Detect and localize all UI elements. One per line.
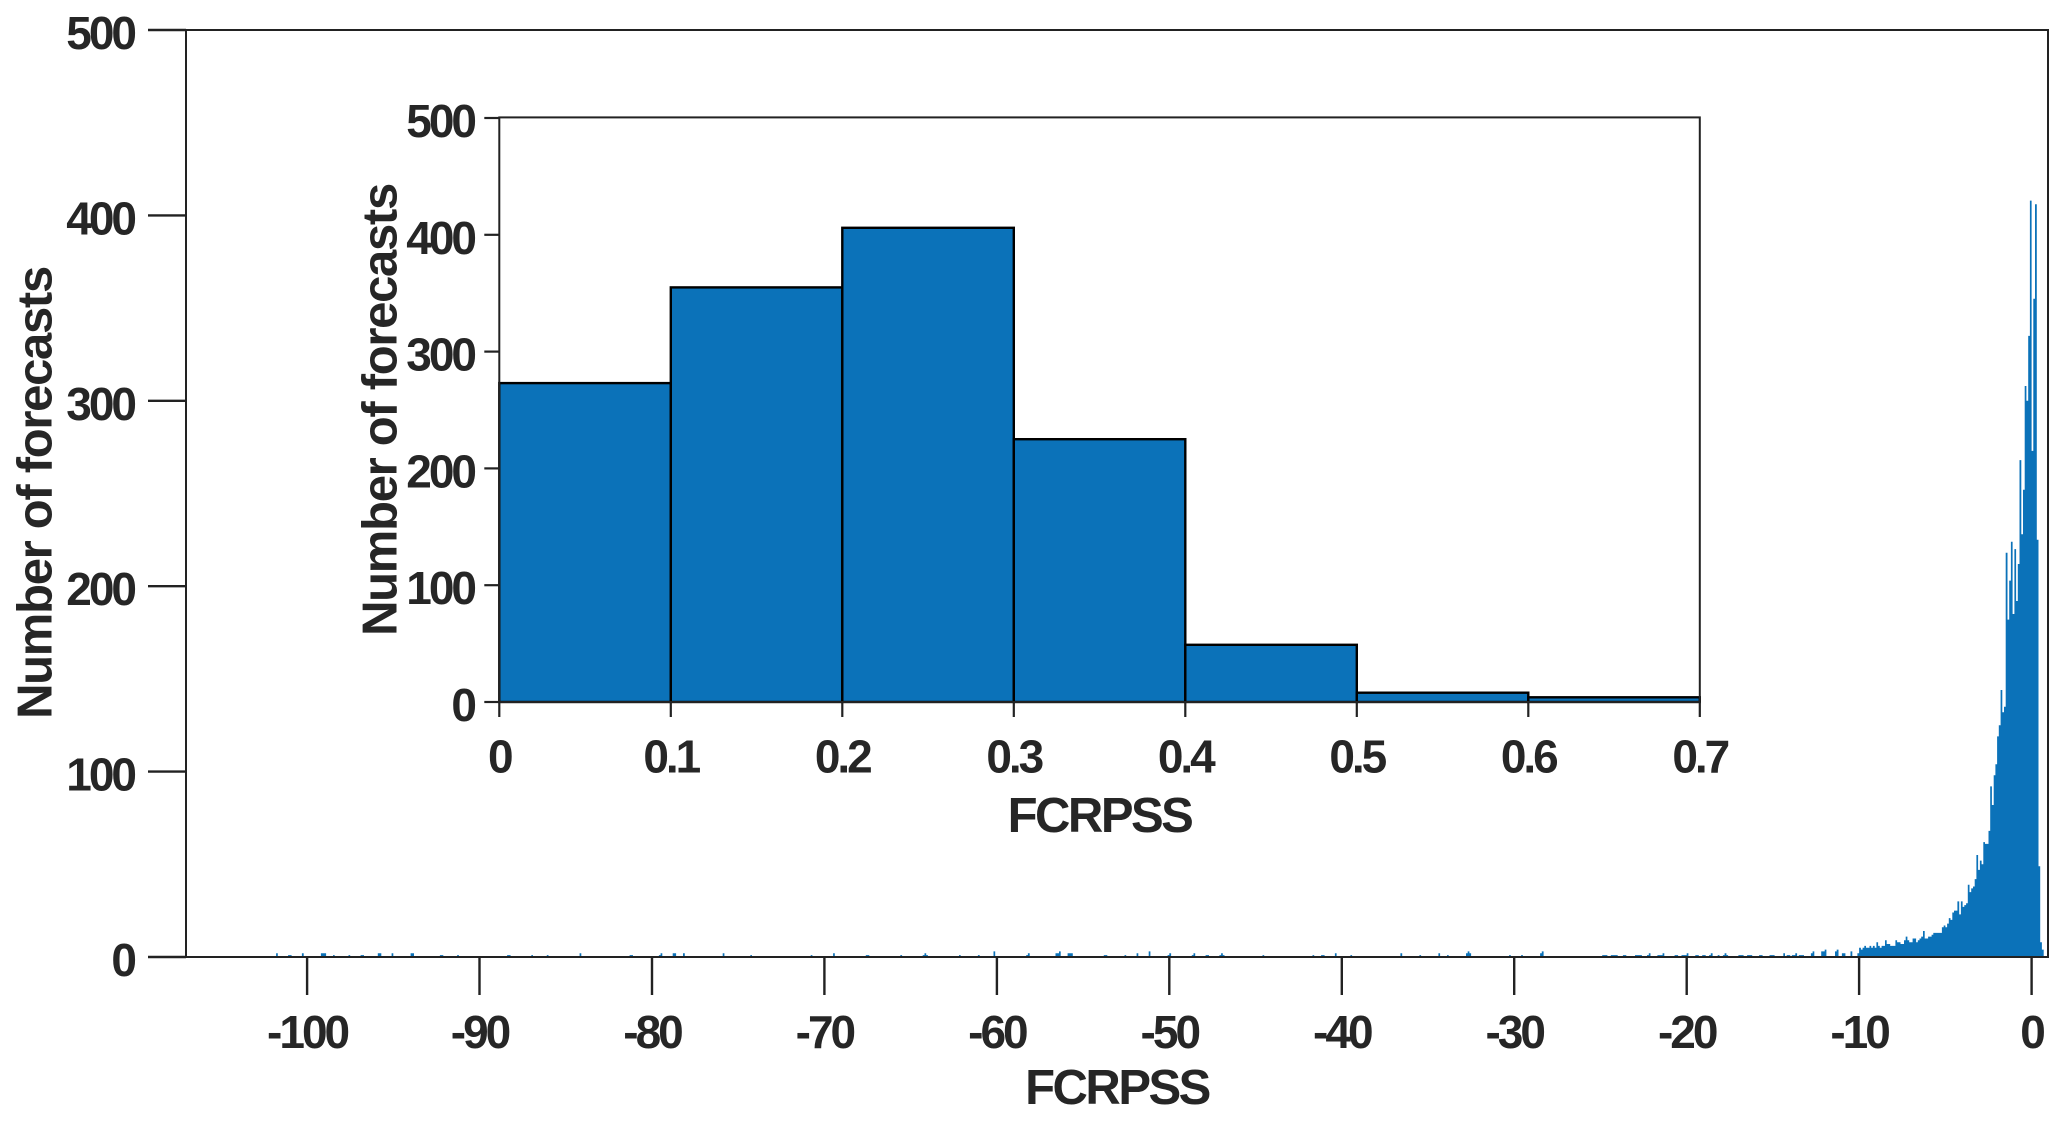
- svg-text:-40: -40: [1313, 1006, 1372, 1058]
- svg-text:0: 0: [488, 731, 512, 783]
- svg-text:0.1: 0.1: [643, 731, 700, 783]
- svg-text:0: 0: [111, 934, 135, 986]
- svg-text:300: 300: [406, 329, 475, 381]
- svg-text:-70: -70: [796, 1006, 855, 1058]
- svg-text:0.5: 0.5: [1329, 731, 1386, 783]
- svg-text:300: 300: [66, 378, 135, 430]
- svg-text:0.6: 0.6: [1501, 731, 1557, 783]
- svg-text:500: 500: [406, 95, 475, 147]
- svg-text:100: 100: [406, 562, 475, 614]
- svg-text:0.7: 0.7: [1672, 731, 1728, 783]
- svg-text:0.4: 0.4: [1158, 731, 1216, 783]
- svg-text:200: 200: [406, 445, 475, 497]
- svg-text:200: 200: [66, 563, 135, 615]
- svg-text:-20: -20: [1658, 1006, 1717, 1058]
- svg-text:Number of forecasts: Number of forecasts: [9, 267, 63, 719]
- svg-text:-30: -30: [1485, 1006, 1544, 1058]
- svg-text:0: 0: [451, 679, 475, 731]
- svg-text:FCRPSS: FCRPSS: [1008, 789, 1193, 843]
- svg-text:400: 400: [406, 212, 475, 264]
- svg-text:-60: -60: [968, 1006, 1027, 1058]
- svg-text:-10: -10: [1830, 1006, 1889, 1058]
- svg-text:-50: -50: [1141, 1006, 1200, 1058]
- svg-text:0: 0: [2020, 1006, 2044, 1058]
- svg-text:500: 500: [66, 7, 135, 59]
- svg-text:-100: -100: [267, 1006, 348, 1058]
- svg-text:-80: -80: [623, 1006, 682, 1058]
- svg-text:-90: -90: [451, 1006, 510, 1058]
- svg-text:0.3: 0.3: [986, 731, 1042, 783]
- svg-text:FCRPSS: FCRPSS: [1025, 1061, 1210, 1115]
- svg-text:Number of forecasts: Number of forecasts: [354, 184, 408, 636]
- svg-text:100: 100: [66, 749, 135, 801]
- svg-text:400: 400: [66, 192, 135, 244]
- svg-text:0.2: 0.2: [815, 731, 871, 783]
